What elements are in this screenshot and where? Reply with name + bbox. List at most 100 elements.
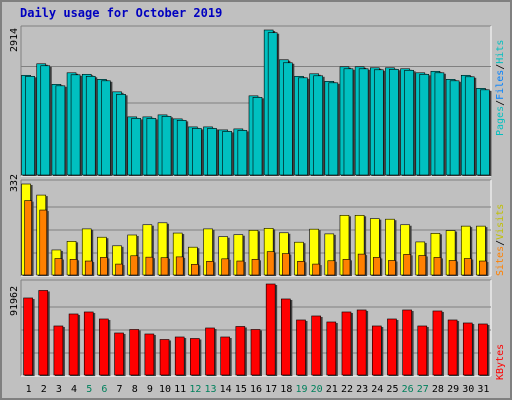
bar-sites-day-25 xyxy=(388,260,396,276)
day-label-3: 3 xyxy=(56,384,62,395)
bar-files-day-11 xyxy=(176,120,187,176)
legend-sites: Sites xyxy=(495,246,506,276)
bar-sites-day-10 xyxy=(160,257,169,276)
bar-files-day-1 xyxy=(25,75,35,176)
day-label-16: 16 xyxy=(250,384,262,395)
bar-files-day-24 xyxy=(373,69,384,176)
bar-sites-day-5 xyxy=(84,260,93,276)
day-label-11: 11 xyxy=(174,384,186,395)
bar-kbytes-day-27 xyxy=(417,325,428,376)
bar-files-day-6 xyxy=(101,80,111,176)
bar-sites-day-19 xyxy=(297,261,305,276)
panel-2: 332 xyxy=(9,174,492,277)
bar-sites-day-27 xyxy=(418,255,427,276)
bar-sites-day-13 xyxy=(206,261,214,276)
bar-files-day-20 xyxy=(313,75,323,176)
bar-sites-day-2 xyxy=(39,209,48,276)
bar-files-day-18 xyxy=(283,62,293,176)
bar-kbytes-day-15 xyxy=(235,326,246,376)
bar-kbytes-day-7 xyxy=(114,332,124,376)
day-label-13: 13 xyxy=(204,384,216,395)
legend-pages: Pages xyxy=(495,106,506,136)
bar-files-day-30 xyxy=(464,76,475,176)
bar-kbytes-day-10 xyxy=(159,339,170,376)
day-label-22: 22 xyxy=(341,384,353,395)
bar-sites-day-28 xyxy=(433,257,442,276)
bar-sites-day-18 xyxy=(282,253,290,276)
legend-visits: Visits xyxy=(495,204,506,240)
bar-files-day-12 xyxy=(192,128,202,176)
day-label-15: 15 xyxy=(235,384,247,395)
bar-files-day-14 xyxy=(222,131,232,176)
bar-sites-day-1 xyxy=(24,200,32,276)
bar-kbytes-day-11 xyxy=(174,336,185,376)
bar-kbytes-day-4 xyxy=(68,313,79,376)
day-label-21: 21 xyxy=(326,384,338,395)
day-label-6: 6 xyxy=(101,384,107,395)
bar-sites-day-21 xyxy=(327,260,336,276)
day-label-4: 4 xyxy=(71,384,77,395)
bar-files-day-19 xyxy=(298,77,308,176)
day-label-2: 2 xyxy=(41,384,47,395)
bar-files-day-25 xyxy=(389,68,399,176)
axis-max-label: 2914 xyxy=(9,28,20,52)
bar-kbytes-day-9 xyxy=(144,333,155,376)
day-label-12: 12 xyxy=(189,384,201,395)
bar-kbytes-day-24 xyxy=(371,325,382,376)
day-label-5: 5 xyxy=(86,384,92,395)
bar-files-day-5 xyxy=(85,75,96,176)
bar-kbytes-day-20 xyxy=(311,315,321,376)
bar-kbytes-day-28 xyxy=(432,310,443,376)
day-label-17: 17 xyxy=(265,384,277,395)
bar-files-day-23 xyxy=(358,68,369,176)
legend-kbytes: KBytes xyxy=(495,344,506,380)
legend-sites-visits: Sites/Visits xyxy=(495,204,506,276)
bar-kbytes-day-14 xyxy=(220,336,230,376)
bar-kbytes-day-31 xyxy=(478,323,488,376)
bar-sites-day-29 xyxy=(448,260,457,276)
day-label-31: 31 xyxy=(477,384,489,395)
day-label-8: 8 xyxy=(132,384,138,395)
bar-sites-day-30 xyxy=(463,258,472,276)
bar-files-day-26 xyxy=(404,69,414,176)
bar-files-day-28 xyxy=(434,72,445,176)
day-label-24: 24 xyxy=(371,384,383,395)
bar-files-day-7 xyxy=(116,94,126,176)
legend-hits: Hits xyxy=(495,40,506,64)
bar-files-day-4 xyxy=(70,74,81,176)
panel-1: 2914 xyxy=(9,25,492,177)
bar-kbytes-day-23 xyxy=(356,309,367,376)
day-label-23: 23 xyxy=(356,384,368,395)
axis-max-label: 332 xyxy=(9,174,20,192)
day-label-10: 10 xyxy=(159,384,171,395)
bar-sites-day-23 xyxy=(357,253,366,276)
bar-kbytes-day-19 xyxy=(296,319,306,376)
bar-kbytes-day-16 xyxy=(250,329,261,376)
bar-files-day-31 xyxy=(480,89,490,176)
bar-files-day-8 xyxy=(131,118,142,176)
bar-kbytes-day-12 xyxy=(190,338,200,376)
axis-max-label: 91962 xyxy=(9,286,20,316)
bar-files-day-15 xyxy=(237,130,248,176)
bar-kbytes-day-18 xyxy=(281,298,291,376)
bar-files-day-17 xyxy=(267,32,278,176)
bar-sites-day-20 xyxy=(312,263,320,276)
bar-files-day-22 xyxy=(343,68,354,176)
day-label-18: 18 xyxy=(280,384,292,395)
day-label-20: 20 xyxy=(311,384,323,395)
bar-kbytes-day-13 xyxy=(205,327,215,376)
bar-sites-day-22 xyxy=(342,259,351,276)
bar-files-day-16 xyxy=(252,97,263,176)
day-label-28: 28 xyxy=(432,384,444,395)
day-label-19: 19 xyxy=(295,384,307,395)
bar-kbytes-day-29 xyxy=(447,319,458,376)
bar-sites-day-16 xyxy=(251,259,260,276)
bar-sites-day-8 xyxy=(130,255,139,276)
bar-sites-day-6 xyxy=(100,257,108,276)
bar-files-day-10 xyxy=(161,116,172,176)
bar-sites-day-4 xyxy=(69,259,78,276)
bar-files-day-2 xyxy=(40,65,51,176)
bar-sites-day-17 xyxy=(266,251,275,276)
chart-title: Daily usage for October 2019 xyxy=(20,6,223,20)
